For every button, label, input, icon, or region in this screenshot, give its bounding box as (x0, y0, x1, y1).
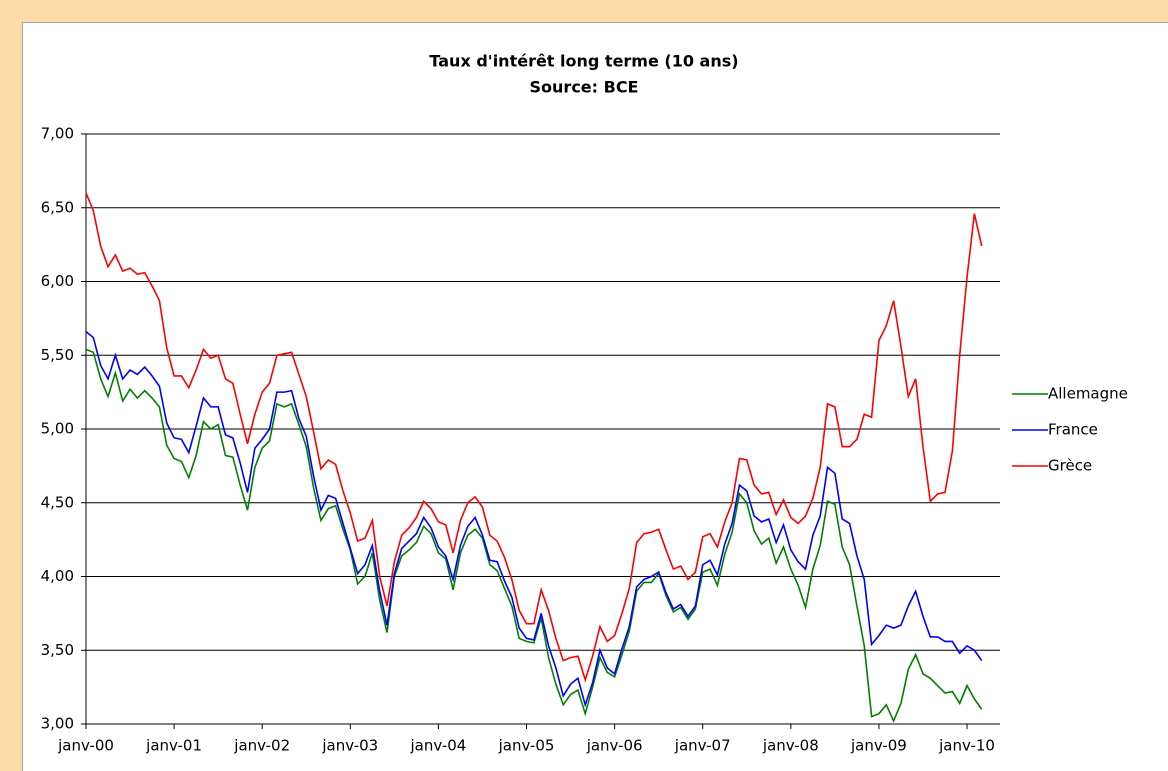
x-tick-label: janv-10 (938, 737, 995, 755)
y-tick-label: 3,00 (41, 715, 74, 733)
series-line (85, 331, 983, 708)
x-tick-label: janv-06 (586, 737, 643, 755)
chart-subtitle: Source: BCE (530, 78, 639, 97)
x-tick-label: janv-00 (57, 737, 114, 755)
series-line (85, 192, 983, 683)
x-tick-label: janv-07 (674, 737, 731, 755)
y-tick-label: 4,50 (41, 493, 74, 511)
y-tick-label: 5,00 (41, 420, 74, 438)
y-tick-label: 6,00 (41, 272, 74, 290)
legend-label: Grèce (1048, 457, 1092, 475)
x-tick-label: janv-01 (145, 737, 202, 755)
y-tick-label: 6,50 (41, 198, 74, 216)
x-tick-label: janv-03 (321, 737, 378, 755)
x-tick-label: janv-09 (850, 737, 907, 755)
x-tick-label: janv-05 (498, 737, 555, 755)
y-tick-label: 5,50 (41, 346, 74, 364)
y-tick-label: 7,00 (41, 125, 74, 143)
y-tick-label: 4,00 (41, 567, 74, 585)
x-tick-label: janv-02 (233, 737, 290, 755)
series-line (85, 348, 983, 724)
legend-label: France (1048, 421, 1098, 439)
chart-title: Taux d'intérêt long terme (10 ans) (429, 52, 738, 71)
y-tick-label: 3,50 (41, 641, 74, 659)
x-tick-label: janv-08 (762, 737, 819, 755)
legend-label: Allemagne (1048, 385, 1128, 403)
x-tick-label: janv-04 (409, 737, 466, 755)
